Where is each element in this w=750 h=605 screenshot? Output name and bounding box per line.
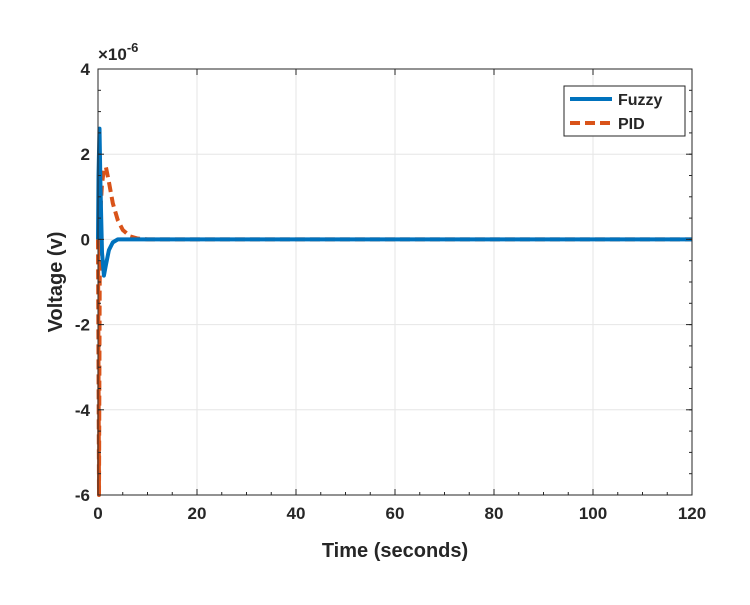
y-tick-label: 0 xyxy=(81,230,90,249)
x-tick-label: 100 xyxy=(579,504,607,523)
y-axis-label: Voltage (v) xyxy=(45,232,67,333)
y-tick-label: 2 xyxy=(81,145,90,164)
legend-label-fuzzy: Fuzzy xyxy=(618,92,663,109)
legend: Fuzzy PID xyxy=(563,85,686,137)
x-tick-label: 0 xyxy=(93,504,102,523)
y-tick-label: -6 xyxy=(75,486,90,505)
y-tick-label: 4 xyxy=(81,60,91,79)
x-tick-label: 20 xyxy=(188,504,207,523)
x-tick-label: 40 xyxy=(287,504,306,523)
series-line-fuzzy xyxy=(96,126,692,278)
ticks: 0 20 40 60 80 100 120 -6 -4 -2 0 2 4 xyxy=(75,60,706,523)
legend-label-pid: PID xyxy=(618,116,645,133)
legend-box xyxy=(563,85,686,137)
x-tick-label: 120 xyxy=(678,504,706,523)
y-tick-label: -4 xyxy=(75,401,91,420)
y-exponent: ×10-6 xyxy=(98,40,138,64)
x-tick-label: 60 xyxy=(386,504,405,523)
x-axis-label: Time (seconds) xyxy=(322,540,468,562)
y-tick-label: -2 xyxy=(75,316,90,335)
x-tick-label: 80 xyxy=(485,504,504,523)
